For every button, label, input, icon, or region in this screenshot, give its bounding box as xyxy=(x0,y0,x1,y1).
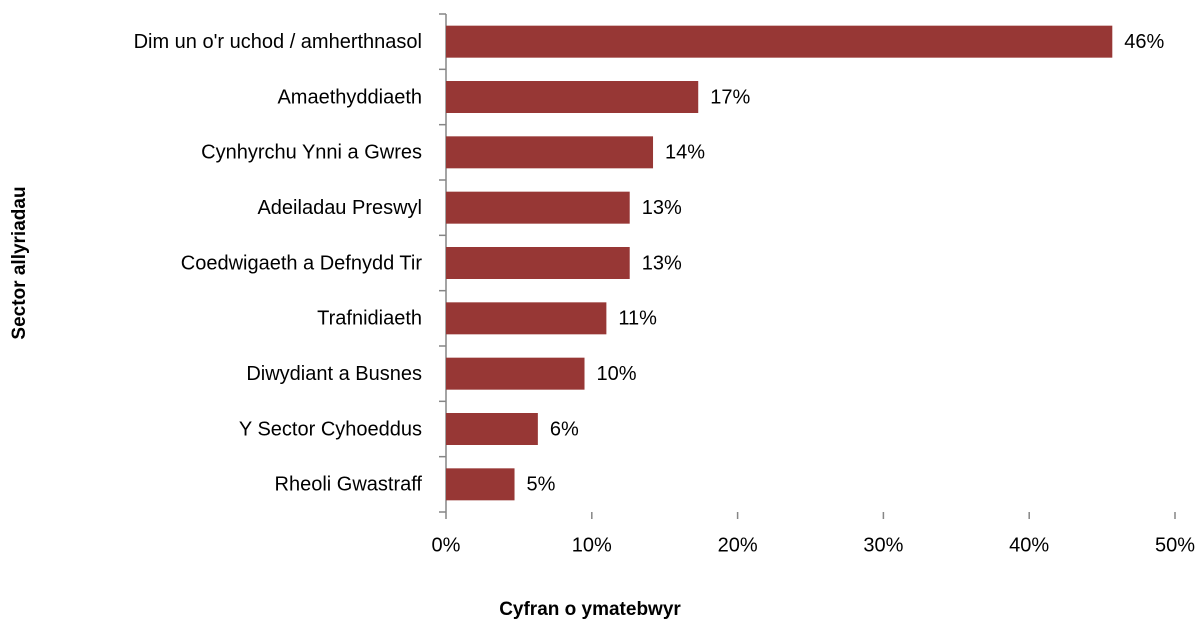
x-axis-title: Cyfran o ymatebwyr xyxy=(499,599,681,620)
y-tick-label: Diwydiant a Busnes xyxy=(246,363,422,385)
data-label: 13% xyxy=(642,252,682,274)
data-label: 46% xyxy=(1124,31,1164,53)
y-tick-label: Y Sector Cyhoeddus xyxy=(239,418,422,440)
y-tick-label: Dim un o'r uchod / amherthnasol xyxy=(134,31,422,53)
y-tick-label: Adeiladau Preswyl xyxy=(257,197,422,219)
data-label: 5% xyxy=(527,474,556,496)
y-tick-label: Trafnidiaeth xyxy=(317,308,422,330)
x-tick-label: 10% xyxy=(572,534,612,556)
data-label: 11% xyxy=(618,308,657,330)
bar xyxy=(446,81,699,113)
data-label: 10% xyxy=(597,363,637,385)
bar xyxy=(446,191,630,224)
bar xyxy=(446,302,607,335)
bar xyxy=(446,25,1113,58)
y-tick-label: Amaethyddiaeth xyxy=(277,86,422,108)
x-tick-label: 20% xyxy=(718,534,758,556)
y-tick-label: Cynhyrchu Ynni a Gwres xyxy=(201,142,422,164)
bar xyxy=(446,247,630,279)
y-axis-title: Sector allyriadau xyxy=(9,186,30,339)
bar xyxy=(446,136,654,169)
y-tick-label: Coedwigaeth a Defnydd Tir xyxy=(181,252,423,274)
x-tick-label: 50% xyxy=(1155,534,1195,556)
data-label: 14% xyxy=(665,142,705,164)
x-tick-label: 0% xyxy=(432,534,461,556)
x-tick-label: 30% xyxy=(863,534,903,556)
bar xyxy=(446,357,585,390)
data-label: 17% xyxy=(710,86,750,108)
bar xyxy=(446,468,515,501)
y-tick-label: Rheoli Gwastraff xyxy=(275,474,423,496)
x-tick-label: 40% xyxy=(1009,534,1049,556)
bar xyxy=(446,413,538,445)
data-label: 6% xyxy=(550,418,579,440)
data-label: 13% xyxy=(642,197,682,219)
